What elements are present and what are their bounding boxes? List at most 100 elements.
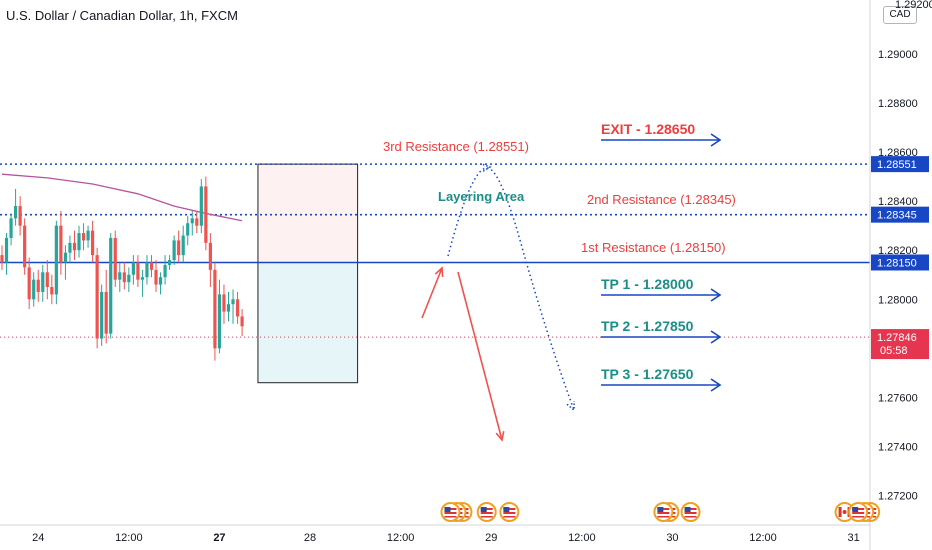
candle-body bbox=[199, 186, 203, 226]
red-up-arrow[interactable] bbox=[421, 267, 443, 319]
candle-body bbox=[222, 294, 226, 312]
y-tick-label: 1.27200 bbox=[878, 491, 918, 503]
candle-body bbox=[9, 218, 13, 238]
level-price-label: 1.28551 bbox=[877, 159, 917, 171]
candle-body bbox=[149, 262, 154, 270]
candle-body bbox=[235, 299, 240, 317]
candle-body bbox=[240, 316, 244, 327]
tp3-label: TP 3 - 1.27650 bbox=[601, 366, 694, 382]
x-tick-label: 12:00 bbox=[115, 532, 143, 544]
exit-label: EXIT - 1.28650 bbox=[601, 121, 695, 137]
x-tick-label: 24 bbox=[32, 532, 44, 544]
x-tick-label: 12:00 bbox=[568, 532, 596, 544]
level-price-badge bbox=[871, 156, 929, 173]
candle-body bbox=[45, 272, 49, 288]
y-tick-label: 1.28200 bbox=[878, 245, 918, 257]
x-tick-label: 28 bbox=[304, 532, 316, 544]
exit-arrow-head bbox=[710, 133, 722, 147]
countdown-label: 05:58 bbox=[880, 345, 908, 357]
y-tick-label: 1.29000 bbox=[878, 49, 918, 61]
res3-label: 3rd Resistance (1.28551) bbox=[383, 139, 529, 154]
candle-body bbox=[208, 242, 212, 270]
usd-event-flag[interactable] bbox=[440, 502, 461, 522]
candle-body bbox=[127, 274, 131, 283]
usd-event-flag[interactable] bbox=[476, 502, 497, 522]
red-down-arrow-head bbox=[495, 431, 505, 442]
usd-event-flag[interactable] bbox=[680, 502, 701, 522]
res2-label: 2nd Resistance (1.28345) bbox=[587, 192, 736, 207]
red-down-arrow[interactable] bbox=[457, 271, 503, 441]
candle-body bbox=[172, 240, 176, 261]
current-price-label: 1.27846 bbox=[877, 332, 917, 344]
candle-body bbox=[186, 223, 190, 236]
candle-body bbox=[131, 262, 135, 275]
zone-target[interactable] bbox=[257, 262, 359, 384]
candle-body bbox=[104, 291, 108, 334]
candle-body bbox=[163, 264, 167, 278]
current-price-badge bbox=[871, 329, 929, 360]
candle-body bbox=[50, 287, 54, 295]
candle-body bbox=[226, 304, 231, 312]
currency-badge[interactable]: CAD bbox=[883, 6, 917, 24]
level-price-label: 1.28345 bbox=[877, 210, 917, 222]
candle-body bbox=[154, 269, 158, 285]
x-tick-label: 12:00 bbox=[749, 532, 777, 544]
cad-event-flag[interactable] bbox=[834, 502, 855, 522]
candle-body bbox=[181, 235, 185, 256]
candle-body bbox=[91, 230, 95, 256]
candle-body bbox=[4, 237, 9, 263]
x-tick-label: 31 bbox=[848, 532, 860, 544]
candle-body bbox=[195, 218, 199, 226]
usd-event-flag[interactable] bbox=[499, 502, 520, 522]
zone-layering[interactable] bbox=[257, 163, 359, 263]
candle-body bbox=[158, 277, 163, 285]
candle-body bbox=[109, 237, 113, 334]
candle-body bbox=[77, 233, 81, 251]
candle-body bbox=[27, 267, 31, 300]
candle-body bbox=[54, 225, 58, 295]
tp1-label: TP 1 - 1.28000 bbox=[601, 276, 694, 292]
candle-body bbox=[113, 237, 117, 280]
candle-body bbox=[213, 269, 217, 349]
layering-area-label: Layering Area bbox=[438, 189, 525, 204]
candle-body bbox=[100, 291, 104, 339]
candle-body bbox=[59, 225, 63, 263]
res1-label: 1st Resistance (1.28150) bbox=[581, 240, 726, 255]
candle-body bbox=[81, 233, 86, 241]
candle-body bbox=[36, 279, 40, 292]
candle-body bbox=[145, 262, 149, 278]
y-tick-partial: 1.29200 bbox=[895, 0, 932, 11]
tp2-label: TP 2 - 1.27850 bbox=[601, 318, 694, 334]
y-tick-label: 1.27600 bbox=[878, 392, 918, 404]
candle-body bbox=[122, 272, 126, 283]
usd-event-flag[interactable] bbox=[848, 502, 869, 522]
candle-body bbox=[18, 206, 22, 226]
candle-body bbox=[13, 206, 18, 219]
y-tick-label: 1.28800 bbox=[878, 98, 918, 110]
x-tick-label: 12:00 bbox=[387, 532, 415, 544]
tp1-arrow-head bbox=[710, 288, 722, 302]
level-price-label: 1.28150 bbox=[877, 258, 917, 270]
chart-title: U.S. Dollar / Canadian Dollar, 1h, FXCM bbox=[6, 8, 238, 23]
candle-body bbox=[0, 255, 4, 263]
tp2-arrow-head bbox=[710, 330, 722, 344]
candle-body bbox=[86, 230, 90, 241]
usd-event-flag[interactable] bbox=[653, 502, 674, 522]
candle-body bbox=[118, 272, 122, 280]
level-price-badge bbox=[871, 254, 929, 271]
candle-body bbox=[136, 262, 140, 280]
candle-body bbox=[23, 225, 27, 268]
candle-body bbox=[204, 186, 208, 243]
x-tick-label: 30 bbox=[666, 532, 678, 544]
tp3-arrow-head bbox=[710, 378, 722, 392]
y-tick-label: 1.28000 bbox=[878, 294, 918, 306]
candle-body bbox=[63, 252, 68, 263]
candle-body bbox=[140, 277, 145, 280]
candle-body bbox=[32, 279, 36, 300]
candle-body bbox=[168, 260, 172, 265]
candle-body bbox=[95, 255, 99, 339]
blue-dotted-path[interactable] bbox=[447, 167, 575, 411]
candle-body bbox=[177, 240, 181, 256]
candle-body bbox=[231, 299, 235, 305]
